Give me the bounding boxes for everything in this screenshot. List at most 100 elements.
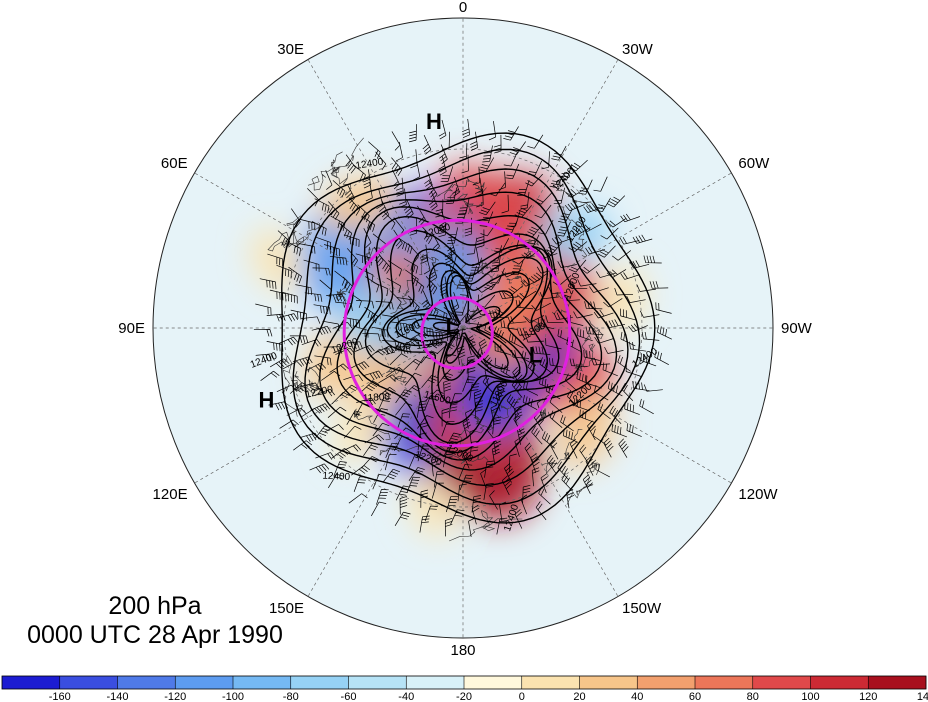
wind-barb [617,355,631,372]
wind-barb [632,234,653,244]
wind-barb [535,501,547,521]
wind-barb [441,420,455,437]
wind-barb [576,371,592,386]
wind-barb [493,134,502,154]
wind-barb [445,432,461,448]
coastline [267,215,304,252]
colorbar-tick-label: 140 [917,691,928,702]
longitude-labels: 0 30W 60W 90W 120W 150W 180 150E 120E 90E 60E 30E [118,0,812,659]
wind-barb [520,191,530,210]
wind-barb [419,515,430,533]
wind-barb [392,169,400,190]
high-center: H [426,109,442,134]
wind-barb [394,427,413,440]
wind-barb [402,337,422,348]
wind-barb [395,177,404,197]
wind-barb [574,398,590,412]
wind-barb [320,371,341,381]
wind-barb [525,335,544,343]
wind-barb [464,315,483,326]
coastline [307,366,326,394]
wind-barb [632,381,650,392]
wind-barb [266,341,284,352]
wind-barb [520,494,528,515]
wind-barb [462,418,471,439]
wind-barb [593,176,608,192]
meridian-line [463,172,732,329]
wind-barb [379,255,391,274]
height-contour [382,245,553,425]
wind-barb [557,260,577,269]
wind-barb [528,272,548,283]
wind-barb [362,332,381,341]
wind-barb [299,382,320,390]
wind-barb [508,333,524,349]
wind-barb [375,345,395,355]
wind-barb [432,306,448,322]
wind-barb [389,353,408,366]
wind-barb [311,221,327,236]
coastline [330,137,364,179]
wind-barb [514,437,522,457]
wind-barb [589,286,609,293]
wind-barb [562,428,579,443]
wind-barb [459,143,468,162]
reference-circles [342,218,572,448]
wind-barb [620,272,641,280]
wind-barb [499,291,519,300]
wind-barb [417,415,434,429]
wind-barb [378,374,398,384]
wind-barb [541,151,550,170]
wind-barb [421,290,431,311]
wind-barb [568,241,588,252]
wind-barb [438,119,447,140]
wind-barb [424,395,438,411]
wind-barb [538,219,554,235]
wind-barb [525,224,543,238]
wind-barb [409,124,417,143]
wind-barb [348,197,361,216]
wind-barb [573,311,593,319]
longitude-label: 90W [781,320,813,337]
wind-barb [489,490,498,510]
wind-barb [609,405,622,424]
wind-barb [509,141,526,156]
wind-barb [407,295,420,314]
wind-barb [379,200,390,220]
wind-barb [521,248,541,260]
colorbar-swatch [868,676,927,689]
wind-barb [512,366,523,387]
wind-barb [539,291,559,300]
wind-barb [443,330,461,341]
wind-barb [567,389,580,408]
wind-barb [587,420,596,441]
wind-barb [544,242,562,256]
wind-barb [469,294,480,313]
wind-barb [457,483,467,502]
wind-barb [439,144,448,165]
wind-barb [301,339,322,347]
wind-barb [458,463,473,480]
wind-barb [492,416,502,435]
wind-barb [592,428,607,446]
wind-barb [452,176,460,197]
wind-barb [395,141,403,162]
wind-barb [611,250,632,261]
wind-barb [444,517,453,537]
wind-barb [498,171,506,191]
wind-barb [478,338,488,359]
longitude-label: 90E [118,320,145,337]
wind-barb [578,179,593,195]
wind-barb [534,192,553,205]
wind-barb [509,453,517,472]
wind-barb [290,309,308,321]
wind-barb [253,329,273,337]
colorbar-swatch [117,676,176,689]
high-center: H [259,388,275,413]
wind-barb [314,198,330,214]
wind-barb [487,424,498,444]
wind-barb [399,318,419,326]
wind-barb [503,151,518,167]
wind-barb [409,217,417,236]
wind-barb [363,442,380,456]
